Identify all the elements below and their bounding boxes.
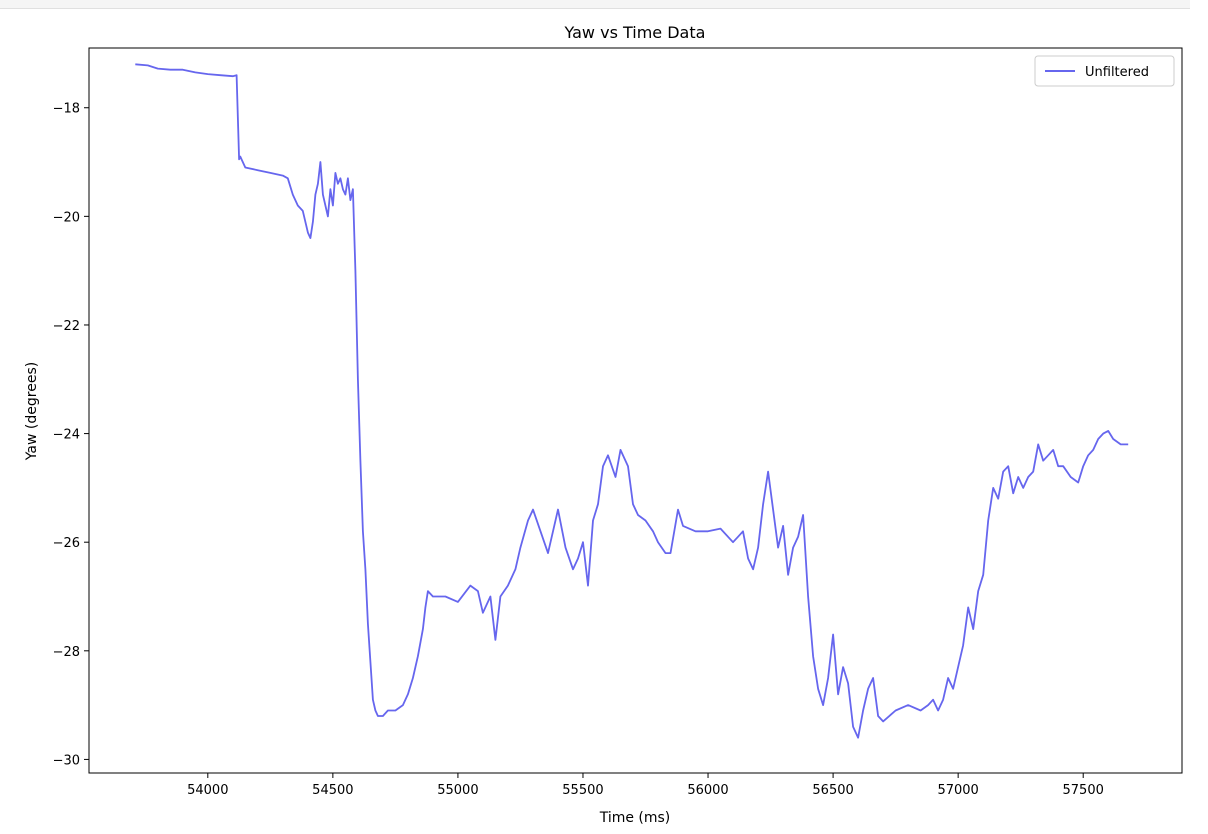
y-tick-label: −24: [53, 428, 80, 443]
y-tick-label: −26: [53, 536, 80, 551]
legend-label-unfiltered: Unfiltered: [1085, 65, 1149, 80]
x-tick-label: 54000: [187, 783, 228, 798]
y-tick-label: −20: [53, 210, 80, 225]
x-tick-label: 56500: [812, 783, 853, 798]
x-tick-label: 54500: [312, 783, 353, 798]
y-tick-label: −18: [53, 102, 80, 117]
notebook-output-top-border: [0, 0, 1190, 9]
plot-area: [135, 63, 1129, 739]
legend: Unfiltered: [1034, 55, 1175, 87]
x-axis-label: Time (ms): [599, 810, 671, 826]
x-tick-label: 55000: [437, 783, 478, 798]
series-line-unfiltered: [135, 63, 1129, 739]
x-tick-label: 57500: [1063, 783, 1104, 798]
x-axis: 54000 54500 55000 55500 56000 56500 57000 57500: [187, 773, 1104, 798]
axes-frame: [88, 47, 1183, 774]
chart-title: Yaw vs Time Data: [564, 23, 706, 42]
x-tick-label: 56000: [687, 783, 728, 798]
legend-box: [1034, 55, 1175, 87]
y-axis-label: Yaw (degrees): [24, 362, 40, 461]
y-axis: −18 −20 −22 −24 −26 −28 −30: [53, 102, 89, 768]
x-tick-label: 57000: [937, 783, 978, 798]
y-tick-label: −22: [53, 319, 80, 334]
x-tick-label: 55500: [562, 783, 603, 798]
y-tick-label: −28: [53, 645, 80, 660]
y-tick-label: −30: [53, 753, 80, 768]
